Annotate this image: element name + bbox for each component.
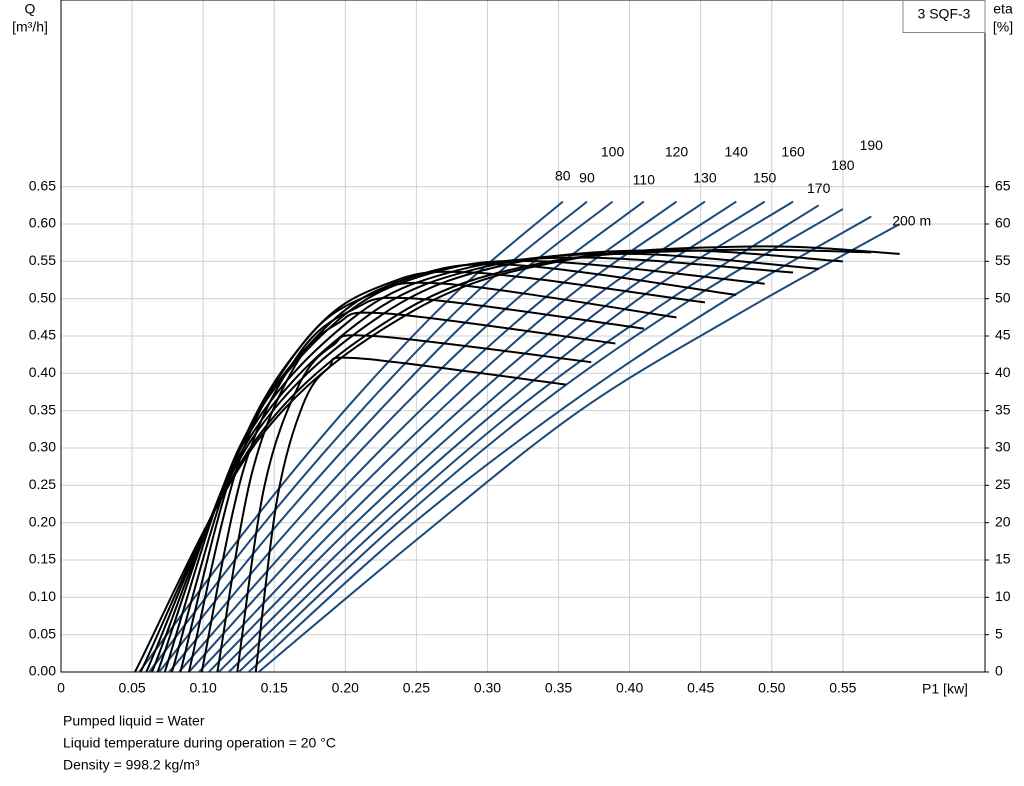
series-label: 200 m — [892, 213, 931, 229]
y2-tick-label: 35 — [995, 401, 1011, 417]
y2-tick-label: 65 — [995, 177, 1011, 193]
note: Pumped liquid = Water — [63, 713, 205, 729]
series-label: 150 — [753, 169, 777, 185]
y2-axis-unit: [%] — [993, 19, 1013, 35]
series-label: 120 — [665, 143, 689, 159]
y-tick-label: 0.00 — [29, 663, 56, 679]
series-label: 90 — [579, 169, 595, 185]
flow-curve — [218, 200, 794, 673]
x-tick-label: 0.45 — [687, 680, 714, 696]
efficiency-curve — [187, 281, 677, 673]
series-label: 180 — [831, 157, 855, 173]
flow-curve — [188, 200, 706, 673]
efficiency-curve — [139, 248, 872, 673]
efficiency-curve — [254, 356, 566, 673]
flow-curve — [247, 215, 872, 673]
y2-tick-label: 25 — [995, 476, 1011, 492]
y-axis-label: Q — [25, 1, 36, 17]
efficiency-curve — [151, 252, 819, 673]
efficiency-curve — [170, 263, 737, 673]
efficiency-curve — [179, 270, 706, 673]
y-tick-label: 0.20 — [29, 513, 56, 529]
series-label: 110 — [633, 171, 656, 187]
y2-tick-label: 55 — [995, 252, 1011, 268]
x-tick-label: 0.50 — [758, 680, 785, 696]
x-tick-label: 0.25 — [403, 680, 430, 696]
flow-curve — [257, 223, 901, 673]
y2-tick-label: 40 — [995, 364, 1011, 380]
y-tick-label: 0.15 — [29, 551, 56, 567]
efficiency-curve — [134, 245, 900, 673]
x-tick-label: 0.40 — [616, 680, 643, 696]
y-tick-label: 0.50 — [29, 289, 56, 305]
x-tick-label: 0.30 — [474, 680, 501, 696]
efficiency-curve — [200, 296, 644, 673]
y2-tick-label: 5 — [995, 625, 1003, 641]
flow-curve — [178, 200, 678, 673]
series-label: 190 — [860, 137, 884, 153]
y2-axis-label: eta — [993, 1, 1013, 17]
y2-tick-label: 45 — [995, 327, 1011, 343]
y-tick-label: 0.35 — [29, 401, 56, 417]
series-label: 130 — [693, 169, 717, 185]
y2-tick-label: 10 — [995, 588, 1011, 604]
x-tick-label: 0.15 — [261, 680, 288, 696]
y2-tick-label: 15 — [995, 551, 1011, 567]
y2-tick-label: 50 — [995, 289, 1011, 305]
y-tick-label: 0.05 — [29, 625, 56, 641]
note: Liquid temperature during operation = 20… — [63, 735, 336, 751]
flow-curve — [208, 200, 766, 673]
series-label: 80 — [555, 167, 571, 183]
legend-text: 3 SQF-3 — [918, 6, 971, 22]
series-label: 160 — [781, 143, 805, 159]
efficiency-curve — [156, 256, 794, 673]
efficiency-curve — [236, 334, 592, 673]
x-tick-label: 0.35 — [545, 680, 572, 696]
y2-tick-label: 0 — [995, 663, 1003, 679]
y2-tick-label: 20 — [995, 513, 1011, 529]
x-axis-label: P1 [kw] — [922, 681, 968, 697]
flow-curve — [198, 200, 737, 673]
x-tick-label: 0.20 — [332, 680, 359, 696]
y-tick-label: 0.30 — [29, 439, 56, 455]
y-tick-label: 0.25 — [29, 476, 56, 492]
y-tick-label: 0.45 — [29, 327, 56, 343]
x-tick-label: 0.05 — [118, 680, 145, 696]
series-label: 100 — [601, 143, 625, 159]
y-tick-label: 0.65 — [29, 177, 56, 193]
y-axis-unit: [m³/h] — [12, 19, 48, 35]
legend-box — [902, 0, 986, 33]
y2-tick-label: 30 — [995, 439, 1011, 455]
series-label: 140 — [725, 143, 749, 159]
y2-tick-label: 60 — [995, 215, 1011, 231]
flow-curve — [228, 204, 820, 673]
x-tick-label: 0.10 — [190, 680, 217, 696]
x-tick-label: 0 — [57, 680, 65, 696]
plot-frame — [60, 0, 986, 673]
flow-curve — [238, 208, 844, 673]
y-tick-label: 0.40 — [29, 364, 56, 380]
y-tick-label: 0.55 — [29, 252, 56, 268]
y-tick-label: 0.10 — [29, 588, 56, 604]
y-tick-label: 0.60 — [29, 215, 56, 231]
x-tick-label: 0.55 — [829, 680, 856, 696]
series-label: 170 — [807, 180, 831, 196]
note: Density = 998.2 kg/m³ — [63, 757, 200, 773]
